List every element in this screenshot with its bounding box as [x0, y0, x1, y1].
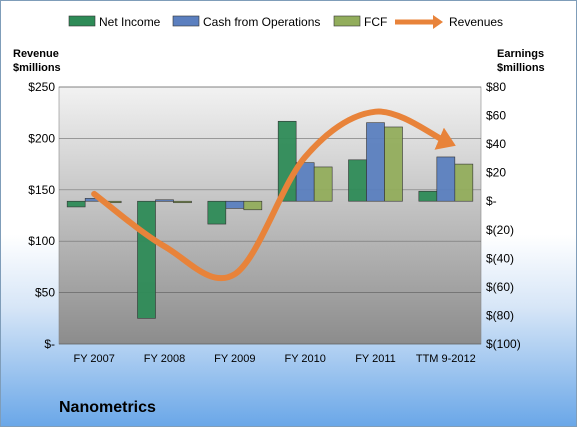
left-tick-label: $150	[28, 183, 55, 197]
bar-fcf	[454, 163, 474, 202]
right-tick-label: $(60)	[486, 280, 514, 294]
right-tick-label: $40	[486, 137, 506, 151]
legend-label: Net Income	[99, 15, 161, 29]
legend-label: FCF	[364, 15, 387, 29]
right-axis-title: $millions	[497, 62, 545, 74]
bar-net-income	[207, 200, 227, 225]
bar-net-income	[137, 200, 156, 319]
right-tick-label: $-	[486, 194, 497, 208]
left-axis-title: Revenue	[13, 48, 59, 60]
bar-fcf	[173, 200, 192, 204]
category-label: FY 2008	[144, 353, 185, 365]
bar-cash-from-operations	[366, 122, 385, 202]
right-tick-label: $20	[486, 166, 506, 180]
right-tick-label: $80	[486, 80, 506, 94]
legend-swatch	[333, 15, 361, 27]
bar-net-income	[418, 190, 438, 202]
left-axis-title: $millions	[13, 62, 61, 74]
category-label: FY 2007	[73, 353, 114, 365]
category-label: FY 2009	[214, 353, 255, 365]
right-tick-label: $(20)	[486, 223, 514, 237]
bar-cash-from-operations	[225, 200, 245, 209]
bar-fcf	[313, 166, 333, 202]
category-label: FY 2011	[355, 353, 396, 365]
left-tick-label: $200	[28, 131, 55, 145]
bar-fcf	[243, 200, 263, 211]
right-axis-title: Earnings	[497, 48, 544, 60]
left-tick-label: $-	[44, 337, 55, 351]
legend-label: Cash from Operations	[203, 15, 320, 29]
left-tick-label: $250	[28, 80, 55, 94]
left-tick-label: $50	[35, 286, 55, 300]
category-label: FY 2010	[284, 353, 325, 365]
bar-net-income	[348, 159, 367, 202]
bar-fcf	[384, 126, 403, 202]
legend-label: Revenues	[449, 15, 503, 29]
right-tick-label: $(100)	[486, 337, 521, 351]
legend-swatch	[68, 15, 96, 27]
left-tick-label: $100	[28, 234, 55, 248]
category-label: TTM 9-2012	[416, 353, 476, 365]
bar-net-income	[66, 200, 86, 208]
bar-cash-from-operations	[436, 156, 456, 202]
revenues-line	[91, 108, 456, 282]
right-tick-label: $60	[486, 109, 506, 123]
legend-swatch-arrow	[433, 15, 443, 29]
right-tick-label: $(80)	[486, 308, 514, 322]
chart-title: Nanometrics	[59, 399, 156, 416]
bar-cash-from-operations	[155, 199, 174, 202]
right-tick-label: $(40)	[486, 251, 514, 265]
legend-swatch	[172, 15, 200, 27]
